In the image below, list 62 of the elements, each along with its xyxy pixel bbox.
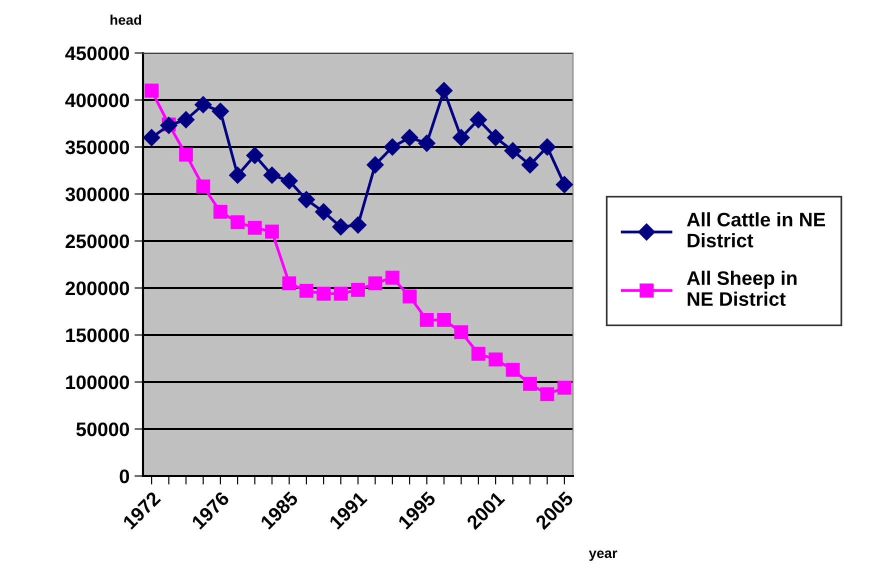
- point: [299, 284, 314, 298]
- point: [523, 376, 537, 391]
- legend-label: All Sheep in NE District: [686, 270, 797, 306]
- point: [435, 82, 453, 100]
- point: [229, 166, 246, 184]
- point: [351, 282, 365, 297]
- point: [246, 146, 264, 164]
- point: [384, 138, 401, 156]
- y-tick-label: 400000: [65, 93, 130, 108]
- y-tick-label: 0: [120, 469, 130, 484]
- point: [418, 134, 436, 152]
- point: [487, 129, 504, 146]
- point: [521, 156, 539, 174]
- y-tick-label: 50000: [76, 422, 130, 436]
- point: [556, 176, 573, 194]
- point: [488, 352, 503, 366]
- point: [540, 387, 554, 402]
- point: [366, 156, 384, 174]
- point: [452, 129, 470, 146]
- point: [385, 270, 400, 285]
- point: [230, 215, 245, 230]
- y-tick-label: 300000: [65, 187, 130, 202]
- point: [334, 286, 348, 301]
- point: [298, 191, 315, 208]
- y-tick-label: 450000: [65, 46, 130, 60]
- point: [144, 84, 159, 98]
- point: [332, 218, 350, 236]
- point: [557, 380, 572, 395]
- point: [349, 216, 367, 234]
- point: [177, 111, 195, 128]
- point: [280, 172, 298, 190]
- point: [506, 362, 520, 377]
- point: [143, 129, 160, 146]
- point: [265, 224, 279, 239]
- y-tick-label: 250000: [66, 234, 130, 248]
- point: [316, 286, 331, 301]
- y-tick-label: 200000: [66, 281, 130, 296]
- point: [213, 204, 228, 219]
- point: [368, 276, 382, 290]
- point: [504, 142, 522, 160]
- point: [248, 220, 262, 235]
- y-tick-label: 350000: [65, 140, 130, 154]
- y-tick-label: 150000: [66, 328, 130, 342]
- point: [471, 346, 486, 361]
- point: [402, 290, 417, 304]
- point: [282, 276, 296, 290]
- point: [194, 96, 212, 114]
- point: [212, 102, 229, 120]
- point: [401, 129, 418, 146]
- point: [470, 111, 487, 128]
- point: [315, 203, 332, 220]
- point: [437, 313, 451, 327]
- y-tick-label: 100000: [66, 375, 130, 390]
- point: [263, 166, 281, 184]
- point: [454, 325, 468, 340]
- x-axis-title: year: [588, 550, 618, 561]
- point: [196, 180, 210, 194]
- point: [420, 313, 434, 327]
- y-axis-title: head: [110, 14, 142, 25]
- point: [179, 148, 193, 162]
- legend-label: All Cattle in NE District: [686, 212, 826, 248]
- point: [538, 138, 556, 156]
